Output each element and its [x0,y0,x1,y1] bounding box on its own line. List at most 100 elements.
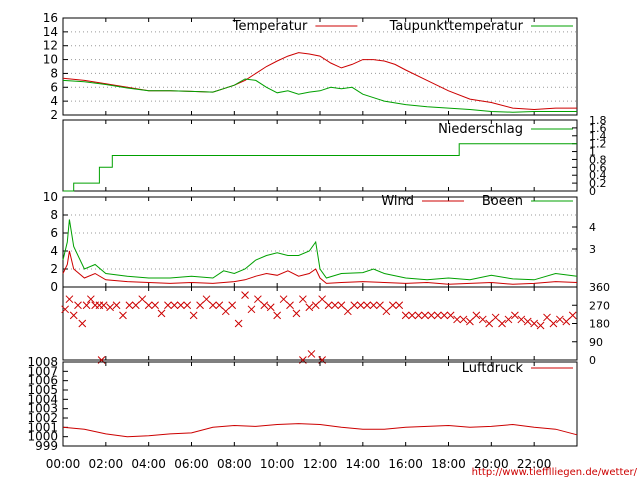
wind-direction-point [65,295,74,304]
wind-direction-point [376,301,384,310]
y-right-tick-label: 1.8 [589,114,607,127]
y-tick-label: 10 [43,53,58,67]
wind-direction-point [234,319,243,328]
wind-direction-point [176,301,185,310]
wind-direction-point [491,313,500,322]
wind-direction-point [395,301,404,310]
wind-direction-point [511,311,519,320]
wind-direction-point [144,301,153,310]
y-tick-label: 16 [43,11,58,25]
wind-direction-point [157,309,166,318]
x-tick-label: 08:00 [217,457,252,471]
wind-direction-point [151,301,159,310]
panel-pressure [62,361,578,447]
wind-direction-point [112,301,121,310]
wind-direction-point [562,317,571,326]
y-right-tick-label: 1.2 [589,138,607,151]
wind-direction-point [170,301,179,310]
y-tick-label: 1006 [27,374,58,388]
wind-direction-point [388,301,397,310]
wind-direction-point [530,319,539,328]
wind-direction-point [350,301,359,310]
wind-direction-point [86,295,95,304]
wind-direction-point [286,301,294,310]
wind-direction-point [369,301,378,310]
y-tick-label: 14 [43,25,58,39]
wind-direction-point [138,295,147,304]
wind-direction-point [254,295,262,304]
wind-direction-point [543,313,551,322]
y-tick-label: 0 [50,280,58,294]
y-tick-label: 4 [50,244,58,258]
wind-direction-point [247,305,256,314]
x-tick-label: 18:00 [431,457,466,471]
wind-direction-point [466,317,474,326]
wind-direction-point [556,315,564,324]
y-right-tick-label: 360 [589,281,610,294]
wind-direction-point [125,301,134,310]
wind-direction-point [421,311,429,320]
y-tick-label: 6 [50,226,58,240]
wind-direction-point [299,295,307,304]
wind-direction-point [498,319,506,328]
series-line-wind [62,250,578,285]
credit-link: http://www.tiefflliegen.de/wetter/ [472,467,638,478]
wind-direction-point [69,311,78,320]
wind-direction-point [78,319,87,328]
y-right-tick-label: 0 [589,354,596,367]
y-tick-label: 1004 [27,392,58,406]
wind-direction-point [106,303,114,312]
wind-direction-point [131,301,140,310]
wind-direction-point [279,295,288,304]
x-tick-label: 00:00 [46,457,81,471]
wind-direction-point [292,309,301,318]
x-tick-label: 02:00 [89,457,124,471]
wind-direction-point [382,307,391,316]
y-tick-label: 1005 [27,383,58,397]
y-tick-label: 1003 [27,402,58,416]
wind-direction-point [241,291,249,299]
wind-direction-point [209,301,217,310]
wind-direction-point [82,301,91,310]
y-right-tick-label: 0.6 [589,161,607,174]
y-tick-label: 2 [50,108,58,122]
panel-precipitation [62,119,578,192]
y-tick-label: 1007 [27,364,58,378]
wind-direction-point [311,301,320,310]
y-tick-label: 999 [35,439,58,453]
y-tick-label: 8 [50,66,58,80]
wind-direction-point [324,301,333,310]
wind-direction-point [504,315,513,324]
panel-temperature [62,17,578,116]
wind-direction-point [549,319,558,328]
series-line-niederschlag [63,143,577,192]
y-right-tick-label: 0.4 [589,169,607,182]
wind-direction-point [61,305,69,314]
legend-label: Temperatur [232,19,308,34]
x-tick-label: 22:00 [517,457,552,471]
wind-direction-point [164,301,172,310]
y-tick-label: 1008 [27,355,58,369]
wind-direction-point [414,311,423,320]
wind-direction-point [363,301,371,310]
y-right-tick-label: 1.4 [589,130,607,143]
wind-direction-point [343,307,352,316]
x-tick-label: 12:00 [303,457,338,471]
wind-direction-point [221,307,230,316]
y-tick-label: 8 [50,208,58,222]
wind-direction-point [446,311,455,320]
wind-direction-point [183,301,192,310]
y-tick-label: 1002 [27,411,58,425]
wind-direction-point [478,315,487,324]
panel-wind [62,196,578,288]
wind-direction-point [307,350,316,358]
y-tick-label: 2 [50,262,58,276]
wind-direction-point [568,311,577,320]
wind-direction-point [228,301,237,310]
series-line-luftdruck [62,423,578,438]
wind-direction-point [408,311,416,320]
wind-direction-point [305,303,314,312]
wind-direction-point [260,301,269,310]
y-tick-label: 1001 [27,420,58,434]
